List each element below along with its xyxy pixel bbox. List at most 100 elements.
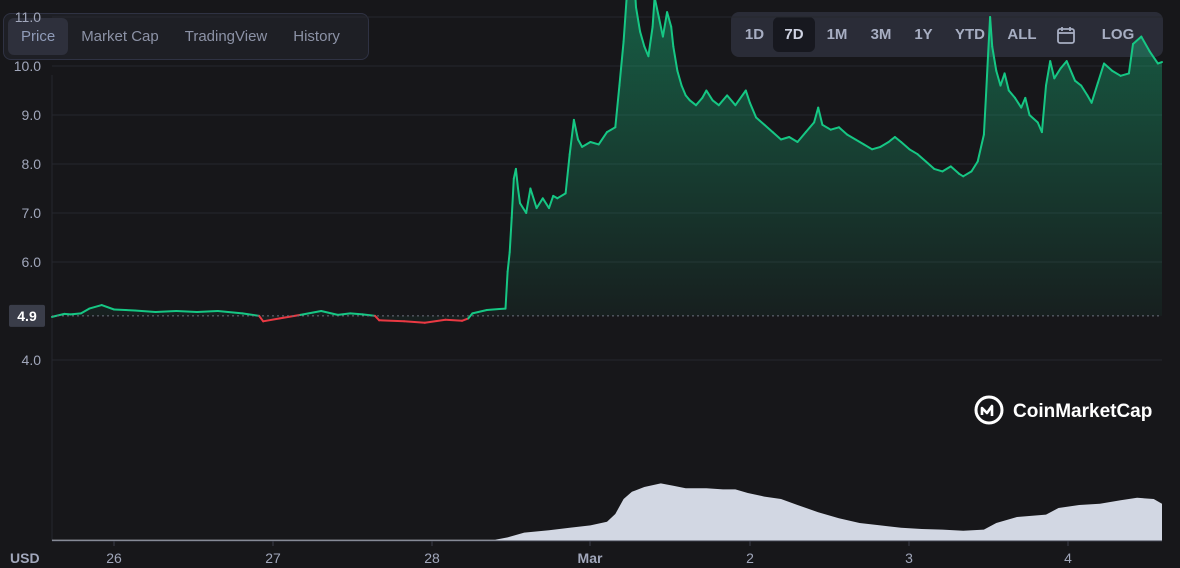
price-segment bbox=[991, 45, 998, 72]
range-1d[interactable]: 1D bbox=[744, 26, 765, 43]
price-segment bbox=[196, 310, 219, 313]
range-all[interactable]: ALL bbox=[1007, 26, 1037, 43]
price-segment bbox=[661, 11, 669, 38]
price-segment bbox=[647, 25, 654, 58]
price-segment bbox=[88, 304, 103, 310]
price-segment bbox=[606, 126, 617, 134]
price-segment bbox=[581, 141, 592, 148]
price-segment bbox=[154, 310, 178, 313]
baseline-label: 4.9 bbox=[17, 308, 37, 324]
price-segment bbox=[695, 96, 704, 107]
price-segment bbox=[597, 131, 608, 146]
price-segment bbox=[670, 25, 675, 48]
price-segment bbox=[701, 89, 708, 99]
price-segment bbox=[635, 6, 642, 33]
price-segment bbox=[572, 118, 579, 141]
price-segment bbox=[680, 84, 687, 97]
price-segment bbox=[1132, 35, 1143, 45]
currency-label: USD bbox=[10, 550, 40, 566]
price-segment bbox=[949, 165, 961, 175]
price-segment bbox=[508, 216, 513, 254]
price-segment bbox=[461, 317, 470, 322]
price-segment bbox=[639, 30, 646, 48]
price-segment bbox=[1003, 72, 1010, 92]
range-1y[interactable]: 1Y bbox=[914, 26, 933, 43]
price-segment bbox=[506, 251, 511, 273]
price-segment bbox=[854, 138, 865, 146]
price-segment bbox=[1014, 96, 1023, 109]
y-tick-label: 6.0 bbox=[22, 254, 42, 270]
price-segment bbox=[995, 69, 1002, 87]
y-tick-label: 7.0 bbox=[22, 205, 42, 221]
price-segment bbox=[666, 11, 673, 28]
price-segment bbox=[879, 141, 890, 148]
range-1m[interactable]: 1M bbox=[826, 26, 848, 43]
price-segment bbox=[908, 148, 919, 156]
price-segment bbox=[1086, 94, 1093, 104]
tab-price[interactable]: Price bbox=[8, 18, 69, 55]
price-segment bbox=[796, 131, 807, 143]
price-segment bbox=[893, 136, 903, 143]
price-segment bbox=[813, 106, 820, 124]
price-segment bbox=[564, 153, 571, 195]
price-segment bbox=[985, 55, 989, 97]
price-segment bbox=[871, 145, 882, 151]
range-7d[interactable]: 7D bbox=[773, 17, 815, 52]
x-tick-label: 26 bbox=[106, 550, 122, 566]
price-segment bbox=[336, 312, 352, 316]
chart-type-tabs: Price Market Cap TradingView History bbox=[3, 13, 369, 60]
price-segment bbox=[654, 0, 660, 18]
price-segment bbox=[504, 270, 509, 310]
range-ytd[interactable]: YTD bbox=[955, 26, 985, 43]
price-segment bbox=[548, 194, 555, 210]
watermark-text: CoinMarketCap bbox=[1013, 401, 1152, 422]
price-segment bbox=[444, 318, 463, 322]
price-segment bbox=[622, 0, 628, 43]
price-segment bbox=[556, 192, 567, 200]
price-segment bbox=[589, 141, 600, 146]
price-line-layer bbox=[51, 0, 1163, 324]
range-3m[interactable]: 3M bbox=[870, 26, 892, 43]
tab-tradingview[interactable]: TradingView bbox=[184, 28, 268, 45]
y-tick-label: 10.0 bbox=[14, 58, 41, 74]
price-segment bbox=[1049, 60, 1056, 80]
price-segment bbox=[1140, 35, 1151, 53]
y-tick-label: 11.0 bbox=[15, 9, 41, 25]
price-segment bbox=[510, 177, 515, 219]
price-segment bbox=[804, 121, 816, 134]
y-tick-label: 9.0 bbox=[22, 107, 42, 123]
price-segment bbox=[535, 197, 544, 210]
tab-history[interactable]: History bbox=[293, 28, 340, 45]
price-segment bbox=[755, 116, 766, 126]
price-segment bbox=[529, 187, 538, 210]
price-segment bbox=[788, 136, 799, 143]
price-segment bbox=[1028, 114, 1039, 124]
price-segment bbox=[1127, 43, 1134, 75]
price-segment bbox=[320, 310, 339, 316]
price-segment bbox=[989, 16, 994, 48]
price-segment bbox=[771, 131, 782, 141]
price-segment bbox=[216, 310, 244, 315]
price-segment bbox=[80, 307, 91, 315]
axis-layer: 4.06.07.08.09.010.011.012.0262728Mar234U… bbox=[10, 9, 1162, 566]
x-tick-label: 2 bbox=[746, 550, 754, 566]
price-segment bbox=[924, 160, 936, 170]
price-segment bbox=[976, 133, 985, 163]
price-segment bbox=[744, 89, 751, 104]
price-segment bbox=[471, 309, 488, 315]
price-segment bbox=[541, 197, 550, 210]
log-scale-toggle[interactable]: LOG bbox=[1101, 26, 1135, 43]
calendar-icon[interactable] bbox=[1048, 17, 1084, 52]
price-segment bbox=[970, 160, 979, 173]
price-segment bbox=[748, 101, 758, 119]
price-segment bbox=[1007, 89, 1016, 99]
price-segment bbox=[933, 167, 944, 173]
price-segment bbox=[657, 16, 664, 38]
volume-area bbox=[52, 483, 1162, 541]
price-area-fill bbox=[52, 0, 1162, 323]
tab-market-cap[interactable]: Market Cap bbox=[81, 28, 159, 45]
price-segment bbox=[916, 153, 927, 163]
baseline-layer: 4.9 bbox=[9, 304, 1162, 327]
price-segment bbox=[1148, 50, 1159, 65]
